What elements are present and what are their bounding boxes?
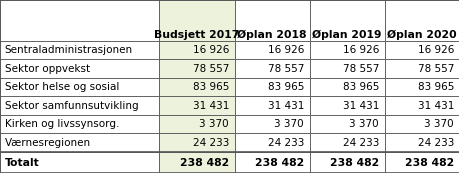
Bar	[309, 59, 384, 78]
Text: Øplan 2019: Øplan 2019	[312, 30, 381, 40]
Text: Sektor oppvekst: Sektor oppvekst	[5, 63, 90, 74]
Bar	[309, 0, 384, 41]
Text: 31 431: 31 431	[342, 101, 378, 111]
Bar	[0, 59, 158, 78]
Bar	[0, 115, 158, 134]
Bar	[0, 152, 158, 173]
Text: 24 233: 24 233	[267, 138, 303, 148]
Text: 238 482: 238 482	[404, 157, 453, 167]
Bar	[384, 59, 459, 78]
Text: 24 233: 24 233	[192, 138, 229, 148]
Bar	[384, 115, 459, 134]
Bar	[158, 96, 234, 115]
Text: 78 557: 78 557	[417, 63, 453, 74]
Text: 3 370: 3 370	[274, 119, 303, 129]
Bar	[158, 152, 234, 173]
Bar	[158, 115, 234, 134]
Bar	[384, 41, 459, 59]
Bar	[158, 134, 234, 152]
Text: Sentraladministrasjonen: Sentraladministrasjonen	[5, 45, 133, 55]
Text: 78 557: 78 557	[192, 63, 229, 74]
Text: Værnesregionen: Værnesregionen	[5, 138, 90, 148]
Text: 83 965: 83 965	[267, 82, 303, 92]
Bar	[309, 115, 384, 134]
Bar	[384, 134, 459, 152]
Text: 83 965: 83 965	[417, 82, 453, 92]
Bar	[158, 59, 234, 78]
Text: 31 431: 31 431	[267, 101, 303, 111]
Text: Øplan 2018: Øplan 2018	[237, 30, 306, 40]
Text: 3 370: 3 370	[349, 119, 378, 129]
Bar	[158, 78, 234, 96]
Bar	[234, 0, 309, 41]
Bar	[0, 0, 158, 41]
Bar	[309, 41, 384, 59]
Text: 3 370: 3 370	[199, 119, 229, 129]
Text: Totalt: Totalt	[5, 157, 39, 167]
Bar	[384, 96, 459, 115]
Bar	[384, 0, 459, 41]
Bar	[234, 134, 309, 152]
Bar	[309, 96, 384, 115]
Bar	[234, 41, 309, 59]
Text: 83 965: 83 965	[342, 82, 378, 92]
Text: 24 233: 24 233	[342, 138, 378, 148]
Bar	[309, 78, 384, 96]
Text: 78 557: 78 557	[267, 63, 303, 74]
Text: 78 557: 78 557	[342, 63, 378, 74]
Bar	[0, 134, 158, 152]
Bar	[234, 59, 309, 78]
Text: 31 431: 31 431	[192, 101, 229, 111]
Text: 3 370: 3 370	[424, 119, 453, 129]
Text: 238 482: 238 482	[254, 157, 303, 167]
Text: Sektor samfunnsutvikling: Sektor samfunnsutvikling	[5, 101, 138, 111]
Bar	[0, 78, 158, 96]
Text: Øplan 2020: Øplan 2020	[386, 30, 456, 40]
Bar	[384, 152, 459, 173]
Bar	[234, 78, 309, 96]
Text: 16 926: 16 926	[417, 45, 453, 55]
Bar	[384, 78, 459, 96]
Bar	[309, 134, 384, 152]
Text: 16 926: 16 926	[267, 45, 303, 55]
Text: 238 482: 238 482	[329, 157, 378, 167]
Text: Budsjett 2017: Budsjett 2017	[154, 30, 239, 40]
Text: 16 926: 16 926	[192, 45, 229, 55]
Bar	[158, 0, 234, 41]
Bar	[309, 152, 384, 173]
Bar	[234, 96, 309, 115]
Text: 83 965: 83 965	[192, 82, 229, 92]
Bar	[0, 41, 158, 59]
Text: 24 233: 24 233	[417, 138, 453, 148]
Text: Kirken og livssynsorg.: Kirken og livssynsorg.	[5, 119, 119, 129]
Bar	[234, 115, 309, 134]
Bar	[234, 152, 309, 173]
Text: 31 431: 31 431	[417, 101, 453, 111]
Bar	[0, 96, 158, 115]
Text: Sektor helse og sosial: Sektor helse og sosial	[5, 82, 119, 92]
Bar	[158, 41, 234, 59]
Text: 16 926: 16 926	[342, 45, 378, 55]
Text: 238 482: 238 482	[179, 157, 229, 167]
